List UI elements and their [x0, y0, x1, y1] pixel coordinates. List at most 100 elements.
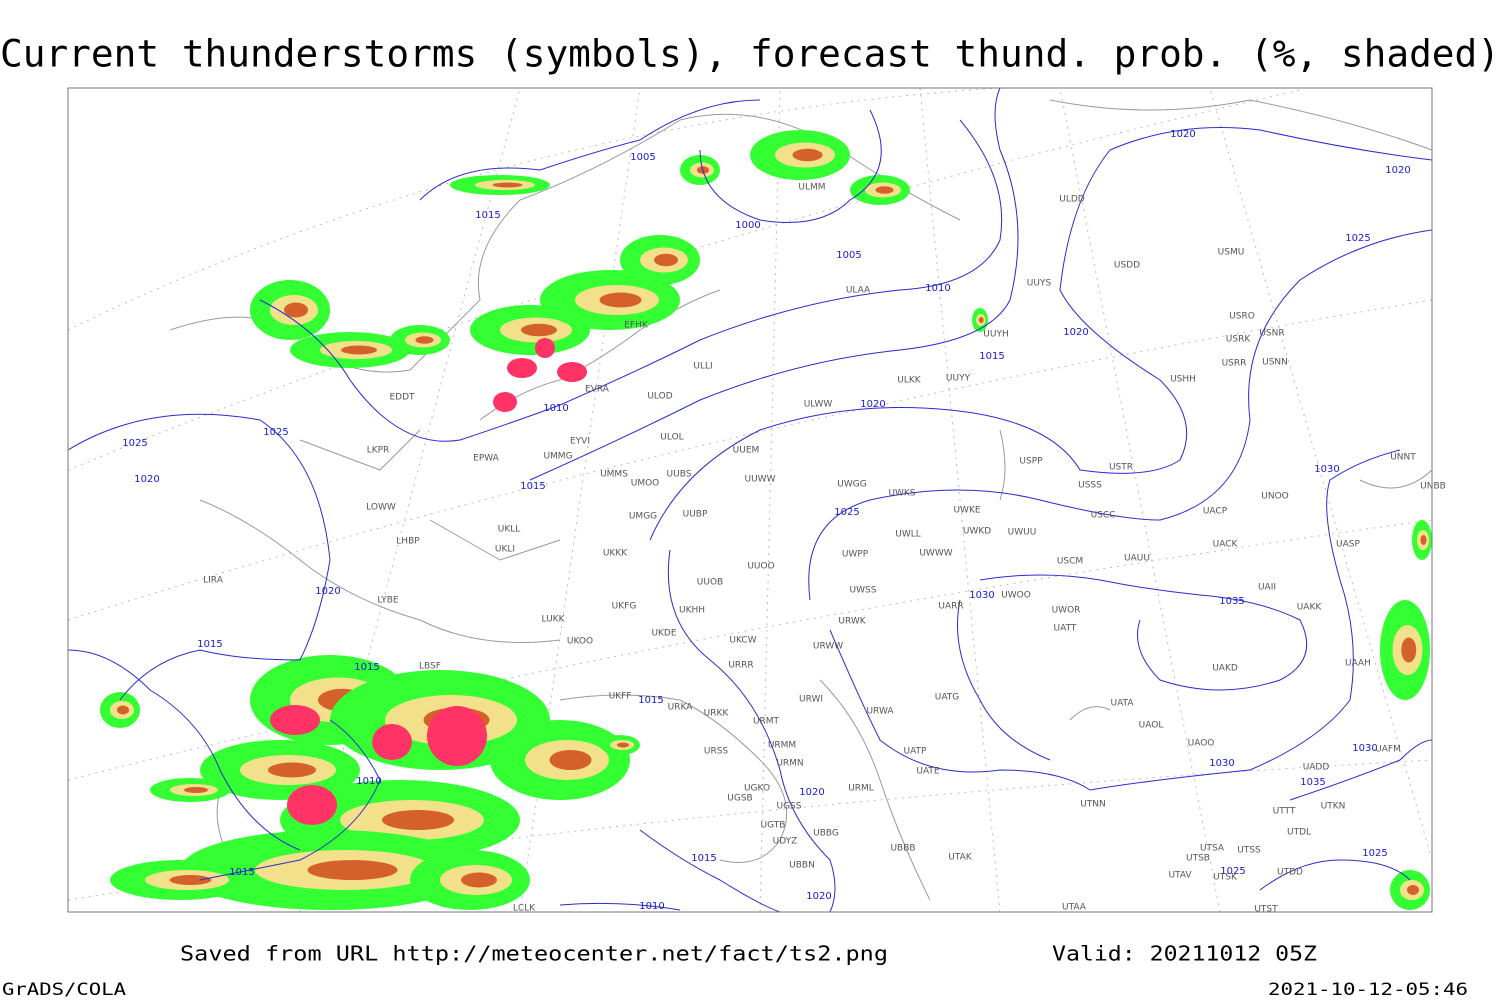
isobar-label: 1030 [1209, 758, 1234, 769]
station-label: UTSS [1237, 846, 1261, 856]
isobar-label: 1020 [1063, 327, 1088, 338]
isobar-label: 1020 [1170, 129, 1195, 140]
isobar-label: 1015 [691, 853, 716, 864]
station-label: UTST [1254, 905, 1278, 915]
map-title: Current thunderstorms (symbols), forecas… [0, 33, 1500, 76]
station-label: UATE [916, 767, 940, 777]
station-label: UAUU [1124, 554, 1150, 564]
station-label: URWI [799, 695, 823, 705]
station-label: UTSK [1213, 873, 1238, 883]
station-label: UNOO [1261, 492, 1289, 502]
isobar-label: 1030 [1314, 464, 1339, 475]
station-label: USNR [1259, 329, 1284, 339]
station-label: URMN [776, 759, 803, 769]
station-label: UNNT [1390, 453, 1416, 463]
isobar-label: 1025 [1362, 848, 1387, 859]
station-label: UUYH [983, 330, 1008, 340]
shade-high [1401, 637, 1417, 663]
station-label: UGKO [744, 784, 770, 794]
station-label: UARR [938, 602, 963, 612]
station-label: ULWW [804, 400, 833, 410]
isobar-label: 1015 [638, 695, 663, 706]
station-label: USRR [1222, 359, 1247, 369]
station-label: UATG [935, 693, 960, 703]
station-label: UTDD [1277, 868, 1303, 878]
station-label: UWUU [1008, 528, 1037, 538]
station-label: UTTT [1273, 807, 1296, 817]
station-label: URWW [813, 642, 843, 652]
station-label: UUYS [1027, 279, 1052, 289]
station-label: EFHK [624, 321, 649, 331]
station-label: UAFM [1375, 745, 1401, 755]
isobar-label: 1015 [520, 481, 545, 492]
station-label: UUYY [946, 374, 971, 384]
isobar-label: 1010 [925, 283, 950, 294]
station-label: LHBP [396, 537, 420, 547]
shade-high [875, 186, 894, 194]
station-label: USRK [1226, 335, 1252, 345]
shade-high [978, 317, 984, 323]
shade-high [1407, 885, 1419, 895]
station-label: USCC [1091, 511, 1116, 521]
station-label: USRO [1229, 312, 1255, 322]
station-label: LCLK [513, 904, 536, 914]
station-label: UKDE [651, 629, 676, 639]
station-label: UTSB [1186, 854, 1210, 864]
isobar-label: 1020 [806, 891, 831, 902]
station-label: USTR [1109, 463, 1133, 473]
station-label: URWA [866, 707, 894, 717]
station-label: UUBS [667, 470, 692, 480]
shade-high [599, 292, 642, 308]
thunderstorm-symbols [493, 392, 517, 412]
shade-high [184, 787, 208, 793]
thunderstorm-symbols [535, 338, 555, 358]
station-label: UAKK [1297, 603, 1323, 613]
station-label: UWSS [850, 586, 877, 596]
station-label: UKFF [609, 692, 632, 702]
station-label: UKLI [495, 545, 515, 555]
station-label: UDYZ [773, 837, 798, 847]
station-label: UWKS [888, 489, 915, 499]
shade-high [307, 860, 398, 880]
station-label: UWWW [919, 549, 952, 559]
isobar-label: 1025 [1220, 866, 1245, 877]
station-labels: ULMM ULDD USDD USMU ULAA UUYS UUYH EFHK USRO USRK… [203, 183, 1446, 915]
station-label: UAAH [1345, 659, 1371, 669]
station-label: UTAA [1062, 903, 1087, 913]
station-label: ULDD [1059, 195, 1085, 205]
isobar-label: 1010 [639, 901, 664, 912]
station-label: UGSB [727, 794, 752, 804]
isobar-label: 1025 [263, 427, 288, 438]
isobar-label: 1000 [735, 220, 760, 231]
station-label: UKKK [603, 549, 628, 559]
source-url: Saved from URL http://meteocenter.net/fa… [180, 942, 888, 966]
shade-high [284, 302, 308, 318]
shade-high [654, 253, 678, 267]
station-label: USMU [1218, 248, 1245, 258]
software-credit: GrADS/COLA [2, 980, 126, 1000]
isobar-label: 1015 [354, 662, 379, 673]
isobar-label: 1020 [134, 474, 159, 485]
station-label: UKHH [679, 606, 705, 616]
station-label: ULKK [897, 376, 922, 386]
station-label: UWKD [963, 527, 991, 537]
station-label: UBBB [890, 844, 915, 854]
station-label: UACP [1203, 507, 1228, 517]
station-label: UWPP [842, 550, 869, 560]
station-label: USNN [1262, 358, 1288, 368]
shade-high [461, 872, 497, 888]
isobars [67, 87, 1433, 913]
station-label: LKPR [367, 446, 390, 456]
isobar-label: 1020 [860, 399, 885, 410]
station-label: UWLL [895, 530, 921, 540]
station-label: EDDT [389, 393, 415, 403]
station-label: UKLL [498, 525, 521, 535]
isobar-label: 1005 [630, 152, 655, 163]
station-label: UTAK [948, 853, 973, 863]
shade-high [792, 148, 823, 162]
station-label: ULOL [660, 433, 683, 443]
shade-high [169, 875, 212, 885]
station-label: UAOL [1139, 721, 1164, 731]
station-label: URWK [838, 617, 866, 627]
station-label: URRR [728, 661, 753, 671]
